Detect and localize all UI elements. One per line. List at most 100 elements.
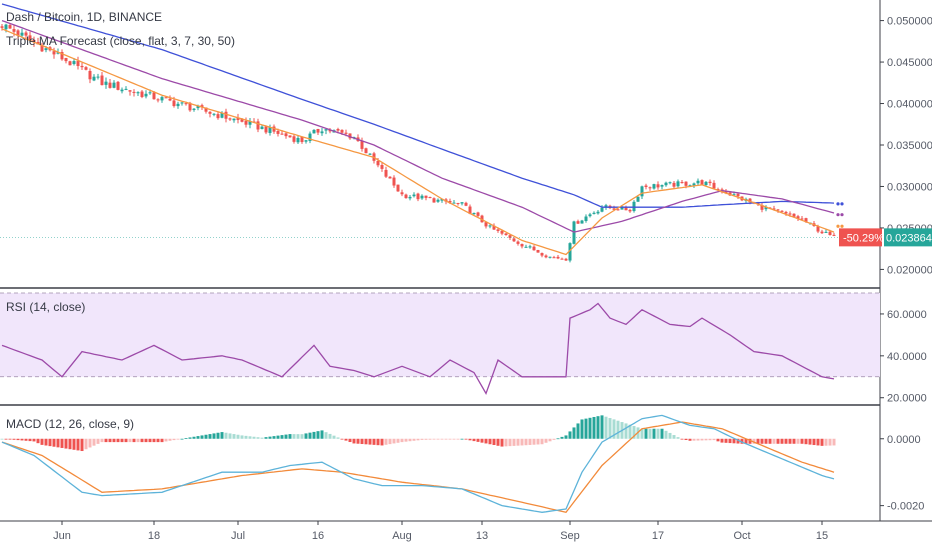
candle[interactable] xyxy=(436,198,440,203)
candle[interactable] xyxy=(224,108,228,123)
candle[interactable] xyxy=(124,86,128,91)
candle[interactable] xyxy=(736,193,740,200)
candle[interactable] xyxy=(656,181,660,190)
candle[interactable] xyxy=(520,243,524,249)
candle[interactable] xyxy=(712,180,716,189)
candle[interactable] xyxy=(660,184,664,190)
candle[interactable] xyxy=(796,214,800,222)
candle[interactable] xyxy=(392,175,396,188)
candle[interactable] xyxy=(52,47,56,59)
candle[interactable] xyxy=(404,193,408,199)
candle[interactable] xyxy=(296,134,300,144)
candle[interactable] xyxy=(108,79,112,89)
candle[interactable] xyxy=(96,73,100,80)
candle[interactable] xyxy=(780,210,784,213)
candle[interactable] xyxy=(696,178,700,186)
candle[interactable] xyxy=(704,181,708,186)
candle[interactable] xyxy=(540,252,544,258)
candle[interactable] xyxy=(68,60,72,66)
candle[interactable] xyxy=(212,113,216,117)
candle[interactable] xyxy=(320,127,324,136)
candle[interactable] xyxy=(528,244,532,249)
candle[interactable] xyxy=(476,211,480,218)
candle[interactable] xyxy=(128,90,132,96)
candle[interactable] xyxy=(300,136,304,144)
candle[interactable] xyxy=(228,117,232,122)
candle[interactable] xyxy=(536,249,540,253)
candle[interactable] xyxy=(484,221,488,229)
candle[interactable] xyxy=(576,219,580,224)
candle[interactable] xyxy=(616,208,620,211)
candle[interactable] xyxy=(416,192,420,202)
candle[interactable] xyxy=(400,189,404,197)
candle[interactable] xyxy=(360,137,364,152)
candle[interactable] xyxy=(412,192,416,198)
candle[interactable] xyxy=(624,205,628,211)
candle[interactable] xyxy=(396,184,400,192)
candle[interactable] xyxy=(92,74,96,82)
candle[interactable] xyxy=(488,224,492,229)
candle[interactable] xyxy=(676,179,680,188)
candle[interactable] xyxy=(648,186,652,191)
candle[interactable] xyxy=(760,203,764,213)
candle[interactable] xyxy=(424,195,428,201)
candle[interactable] xyxy=(272,124,276,134)
candle[interactable] xyxy=(708,179,712,186)
candle[interactable] xyxy=(820,229,824,235)
candle[interactable] xyxy=(140,89,144,99)
candle[interactable] xyxy=(236,113,240,124)
candle[interactable] xyxy=(304,139,308,144)
candle[interactable] xyxy=(564,257,568,261)
candle[interactable] xyxy=(456,202,460,206)
candle[interactable] xyxy=(636,196,640,202)
candle[interactable] xyxy=(504,232,508,236)
candle[interactable] xyxy=(364,147,368,154)
candle[interactable] xyxy=(288,135,292,138)
candle[interactable] xyxy=(588,212,592,218)
candle[interactable] xyxy=(264,125,268,135)
candle[interactable] xyxy=(60,49,64,61)
candle[interactable] xyxy=(432,197,436,203)
candle[interactable] xyxy=(136,91,140,97)
candle[interactable] xyxy=(668,181,672,185)
candle[interactable] xyxy=(216,111,220,120)
candle[interactable] xyxy=(292,134,296,144)
candle[interactable] xyxy=(584,214,588,223)
candle[interactable] xyxy=(548,256,552,259)
candle[interactable] xyxy=(492,223,496,231)
candle[interactable] xyxy=(132,89,136,97)
candle[interactable] xyxy=(464,201,468,207)
candle[interactable] xyxy=(316,128,320,135)
candle[interactable] xyxy=(120,87,124,94)
candle[interactable] xyxy=(208,111,212,118)
candle[interactable] xyxy=(40,42,44,53)
candle[interactable] xyxy=(532,245,536,251)
candle[interactable] xyxy=(384,166,388,178)
candle[interactable] xyxy=(76,56,80,70)
candle[interactable] xyxy=(524,244,528,248)
candle[interactable] xyxy=(16,29,20,40)
candle[interactable] xyxy=(672,180,676,189)
candle[interactable] xyxy=(144,90,148,99)
candle[interactable] xyxy=(180,101,184,106)
last-price-tag[interactable]: 0.023864 xyxy=(884,228,932,247)
candle[interactable] xyxy=(832,232,836,237)
candle[interactable] xyxy=(764,205,768,212)
candle[interactable] xyxy=(556,254,560,260)
candle[interactable] xyxy=(460,202,464,206)
candle[interactable] xyxy=(824,229,828,233)
candle[interactable] xyxy=(284,131,288,139)
candle[interactable] xyxy=(88,68,92,84)
candle[interactable] xyxy=(324,128,328,135)
candle[interactable] xyxy=(516,240,520,246)
candle[interactable] xyxy=(160,96,164,103)
candle[interactable] xyxy=(268,124,272,136)
candle[interactable] xyxy=(112,80,116,89)
candle[interactable] xyxy=(512,237,516,242)
candle[interactable] xyxy=(568,242,572,263)
candle[interactable] xyxy=(560,257,564,260)
candle[interactable] xyxy=(248,118,252,129)
candle[interactable] xyxy=(680,180,684,184)
candle[interactable] xyxy=(244,117,248,128)
candle[interactable] xyxy=(232,118,236,123)
